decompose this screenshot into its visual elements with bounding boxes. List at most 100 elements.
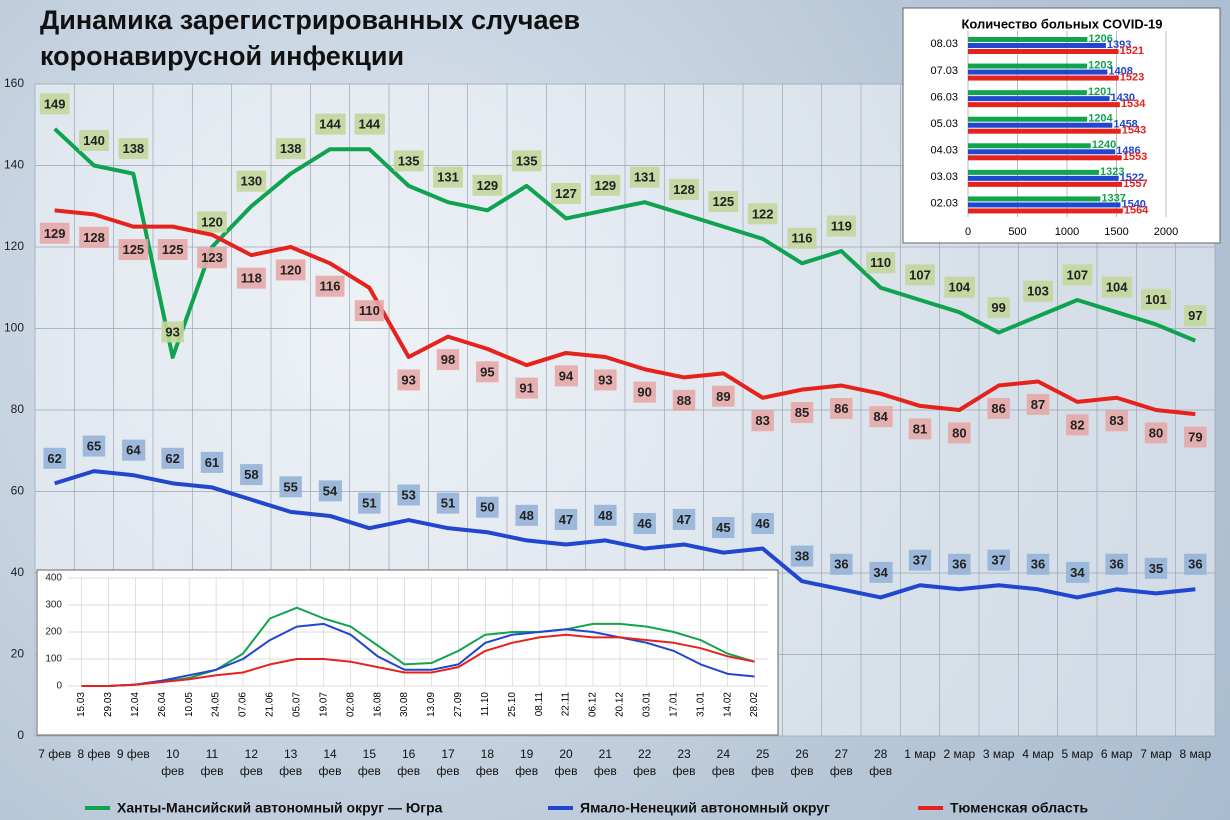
data-label-box	[747, 203, 778, 225]
data-label-box	[787, 227, 817, 249]
data-label-text: 101	[1145, 292, 1167, 307]
bar	[968, 96, 1110, 102]
bar-label: 1204	[1088, 113, 1113, 125]
data-label: 34	[869, 561, 893, 583]
bar-label: 1206	[1088, 33, 1112, 45]
x-tick-label: 19 фев	[515, 747, 539, 778]
data-label: 87	[1026, 393, 1050, 415]
data-label-box	[708, 191, 739, 213]
data-label-text: 125	[162, 242, 184, 257]
data-label-text: 128	[83, 230, 105, 245]
data-label-box	[669, 178, 699, 200]
y-tick-label: 80	[11, 402, 25, 416]
bar-label: 1553	[1123, 151, 1147, 163]
data-label: 107	[1062, 264, 1093, 286]
data-label-text: 110	[359, 303, 380, 318]
data-label-box	[948, 553, 971, 575]
data-label: 104	[944, 276, 975, 298]
data-label: 80	[948, 422, 971, 444]
data-label: 129	[39, 222, 70, 244]
data-label: 65	[82, 435, 106, 457]
legend-label: Ямало-Ненецкий автономный округ	[580, 800, 830, 816]
data-label: 138	[118, 138, 149, 160]
data-label-text: 82	[1070, 417, 1084, 432]
data-label-box	[476, 361, 499, 383]
data-label: 79	[1184, 426, 1207, 448]
data-label: 90	[633, 381, 656, 403]
data-label-text: 37	[991, 553, 1005, 568]
data-label: 135	[393, 150, 424, 172]
data-label: 125	[118, 239, 149, 261]
x-tick-label: 18 фев	[475, 747, 499, 778]
x-tick-label: 24.05	[211, 692, 222, 717]
data-label-box	[279, 476, 302, 498]
x-tick-label: 8 фев	[77, 747, 111, 761]
x-tick-label: 2000	[1154, 226, 1178, 238]
x-tick-label: 4 мар	[1022, 747, 1054, 761]
data-label-box	[790, 402, 814, 424]
data-label: 48	[594, 504, 617, 526]
x-tick-label: 6 мар	[1100, 747, 1133, 761]
data-label-text: 46	[755, 516, 769, 531]
data-label-box	[476, 496, 499, 518]
bar-label: 1523	[1120, 71, 1144, 83]
data-label-box	[672, 508, 696, 530]
data-label: 45	[712, 517, 735, 539]
data-label-box	[712, 385, 735, 407]
data-label-box	[1105, 553, 1128, 575]
data-label-text: 36	[1109, 557, 1123, 572]
data-label-box	[275, 259, 306, 281]
bar	[968, 75, 1119, 81]
x-tick-label: 27 фев	[829, 747, 853, 778]
data-label-text: 36	[1031, 557, 1045, 572]
data-label-text: 128	[673, 182, 695, 197]
data-label: 129	[472, 174, 503, 196]
data-label: 37	[987, 549, 1010, 571]
data-label: 47	[554, 508, 578, 530]
x-tick-label: 15.03	[76, 692, 87, 717]
data-label: 97	[1184, 305, 1207, 327]
bar	[968, 181, 1123, 187]
data-label-box	[358, 492, 381, 514]
data-label-box	[672, 389, 696, 411]
data-label-box	[866, 252, 896, 274]
data-label-box	[1062, 264, 1093, 286]
series-line	[81, 622, 755, 687]
x-tick-label: 10 фев	[161, 747, 185, 778]
data-label: 107	[905, 264, 935, 286]
data-label: 94	[554, 365, 578, 387]
data-label: 127	[551, 182, 581, 204]
series-line	[81, 606, 755, 687]
data-label: 47	[672, 508, 696, 530]
data-label-box	[554, 365, 578, 387]
x-tick-label: 16 фев	[397, 747, 421, 778]
data-label-text: 116	[792, 231, 813, 246]
data-label: 116	[787, 227, 817, 249]
x-tick-label: 14.02	[722, 692, 733, 717]
data-label-box	[1144, 422, 1168, 444]
bar	[968, 43, 1106, 48]
bar-label: 1564	[1124, 204, 1149, 216]
data-label-text: 88	[677, 393, 691, 408]
bar	[968, 169, 1099, 175]
data-label-box	[515, 504, 538, 526]
x-tick-label: 24 фев	[711, 747, 735, 778]
data-label-text: 125	[712, 194, 734, 209]
data-label-box	[633, 512, 656, 534]
data-label-box	[869, 561, 893, 583]
data-label: 62	[161, 447, 184, 469]
data-label-text: 135	[398, 153, 420, 168]
data-label-box	[987, 397, 1010, 419]
data-label: 54	[318, 480, 342, 502]
x-tick-label: 28.02	[749, 692, 760, 717]
data-label-box	[987, 297, 1010, 319]
data-label-box	[161, 447, 184, 469]
y-tick-label: 04.03	[930, 144, 958, 156]
bar-label: 1393	[1107, 39, 1131, 51]
x-tick-label: 7 мар	[1140, 747, 1172, 761]
data-label: 128	[79, 226, 109, 248]
data-label-box	[118, 138, 149, 160]
y-tick-label: 120	[4, 239, 24, 253]
bar-label: 1534	[1121, 98, 1146, 110]
bar	[968, 102, 1120, 108]
